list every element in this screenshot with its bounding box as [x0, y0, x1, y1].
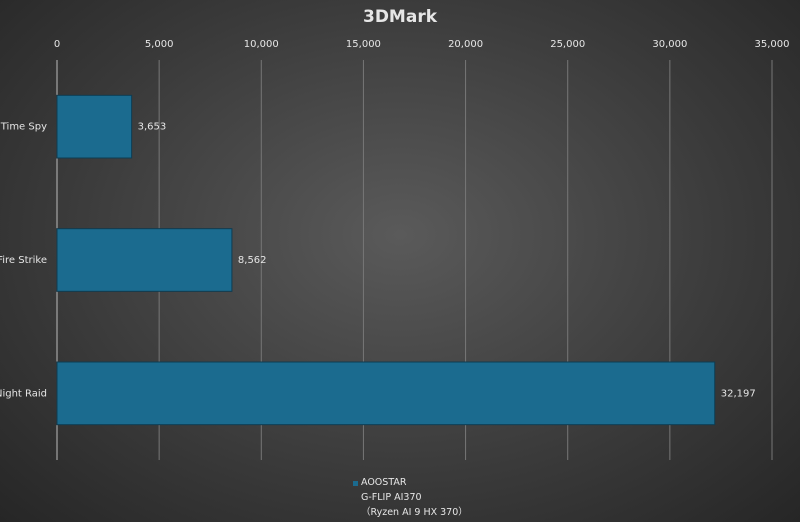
value-label: 3,653	[138, 122, 167, 133]
x-tick-label: 35,000	[755, 39, 790, 50]
legend-swatch	[353, 481, 358, 486]
x-tick-label: 10,000	[244, 39, 279, 50]
y-tick-label: Night Raid	[0, 388, 47, 399]
chart-title: 3DMark	[363, 7, 438, 27]
bar	[56, 228, 233, 292]
x-tick-label: 30,000	[652, 39, 687, 50]
x-tick-label: 20,000	[448, 39, 483, 50]
x-tick-label: 25,000	[550, 39, 585, 50]
y-tick-label: Fire Strike	[0, 255, 47, 266]
legend-label: AOOSTAR G-FLIP AI370 （Ryzen AI 9 HX 370）	[361, 477, 468, 518]
x-tick-label: 0	[54, 39, 60, 50]
x-tick-label: 5,000	[145, 39, 174, 50]
value-label: 8,562	[238, 255, 267, 266]
y-tick-label: Time Spy	[0, 122, 47, 133]
bar	[56, 361, 716, 426]
bar	[56, 94, 133, 159]
x-tick-label: 15,000	[346, 39, 381, 50]
value-label: 32,197	[721, 388, 756, 399]
